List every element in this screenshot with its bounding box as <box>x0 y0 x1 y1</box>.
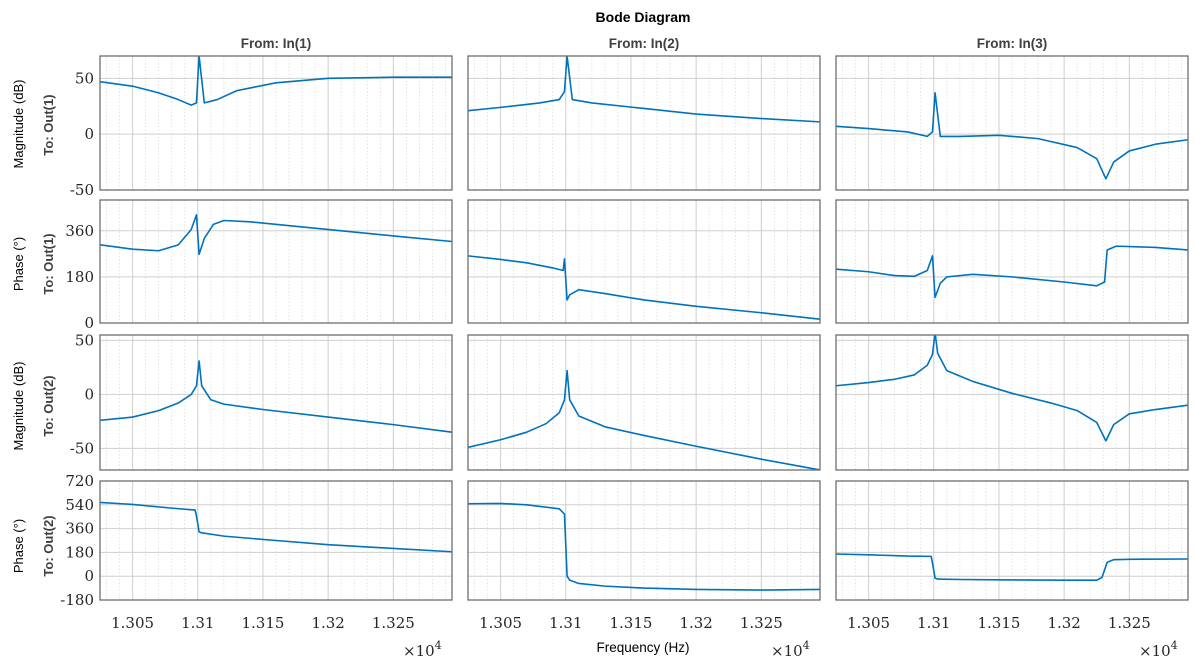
axes-frame <box>835 334 1189 471</box>
column-title-in2: From: In(2) <box>609 36 680 51</box>
x-tick-label: 1.31 <box>917 614 950 632</box>
series-line <box>468 502 820 591</box>
chart-title: Bode Diagram <box>596 9 691 25</box>
series-line <box>468 369 820 470</box>
x-tick-label: 1.31 <box>549 614 582 632</box>
y-tick-label: 360 <box>65 222 94 240</box>
subplot-r1-c0: 0 180 360 <box>65 199 453 332</box>
row2-quantity-label: Magnitude (dB) <box>11 362 26 451</box>
y-tick-label: 180 <box>65 543 94 561</box>
x-axis-label: Frequency (Hz) <box>596 640 689 655</box>
x-exponent-col1: ×104 <box>771 639 810 660</box>
y-tick-label: 0 <box>84 314 94 332</box>
series-line <box>836 553 1188 581</box>
y-tick-label: 0 <box>84 385 94 403</box>
subplot-r2-c2 <box>835 334 1189 471</box>
subplot-r3-c1: 1.305 1.31 1.315 1.32 1.325 <box>467 480 821 632</box>
subplot-r1-c2 <box>835 199 1189 324</box>
x-tick-label: 1.31 <box>181 614 214 632</box>
axes-frame <box>99 480 453 601</box>
x-tick-label: 1.305 <box>111 614 154 632</box>
subplot-r3-c0: -180 0 180 360 540 720 1.305 1.31 1.315 1.32 1.325 <box>60 472 453 632</box>
x-tick-label: 1.305 <box>847 614 890 632</box>
y-tick-label: 0 <box>84 125 94 143</box>
x-tick-label: 1.325 <box>1108 614 1151 632</box>
y-tick-label: 0 <box>84 567 94 585</box>
axes-frame <box>99 199 453 324</box>
row0-output-label: To: Out(1) <box>41 94 56 155</box>
y-tick-label: 50 <box>75 331 94 349</box>
x-tick-label: 1.315 <box>977 614 1020 632</box>
x-tick-label: 1.315 <box>241 614 284 632</box>
y-tick-label: -180 <box>60 591 94 609</box>
row3-output-label: To: Out(2) <box>41 515 56 576</box>
series-line <box>836 92 1188 180</box>
x-tick-label: 1.315 <box>609 614 652 632</box>
series-line <box>836 245 1188 299</box>
y-tick-label: 180 <box>65 268 94 286</box>
row3-quantity-label: Phase (°) <box>11 519 26 573</box>
series-line <box>100 214 452 256</box>
axes-frame <box>99 55 453 191</box>
x-tick-label: 1.32 <box>311 614 344 632</box>
x-tick-label: 1.32 <box>1047 614 1080 632</box>
series-line <box>468 56 820 123</box>
row1-quantity-label: Phase (°) <box>11 237 26 291</box>
series-line <box>100 56 452 106</box>
x-exponent-col2: ×104 <box>1139 639 1178 660</box>
series-line <box>100 501 452 553</box>
subplot-r1-c1 <box>467 199 821 324</box>
subplot-r0-c2 <box>835 55 1189 191</box>
series-line <box>100 360 452 433</box>
row2-output-label: To: Out(2) <box>41 375 56 436</box>
row1-output-label: To: Out(1) <box>41 233 56 294</box>
series-line <box>836 335 1188 442</box>
x-exponent-col0: ×104 <box>403 639 442 660</box>
axes-frame <box>467 199 821 324</box>
row0-quantity-label: Magnitude (dB) <box>11 80 26 169</box>
x-tick-label: 1.325 <box>740 614 783 632</box>
x-tick-label: 1.32 <box>679 614 712 632</box>
axes-frame <box>835 480 1189 601</box>
x-tick-label: 1.305 <box>479 614 522 632</box>
column-title-in3: From: In(3) <box>977 36 1048 51</box>
axes-frame <box>467 334 821 471</box>
y-tick-label: -50 <box>70 439 94 457</box>
subplot-r0-c0: -50 0 50 <box>70 55 453 199</box>
subplot-r2-c0: -50 0 50 <box>70 331 453 471</box>
y-tick-label: -50 <box>70 181 94 199</box>
column-title-in1: From: In(1) <box>241 36 312 51</box>
y-tick-label: 50 <box>75 69 94 87</box>
y-tick-label: 540 <box>65 496 94 514</box>
subplot-r3-c2: 1.305 1.31 1.315 1.32 1.325 <box>835 480 1189 632</box>
axes-frame <box>99 334 453 471</box>
axes-frame <box>467 55 821 191</box>
subplot-grid: -500500180360-50050-18001803605407201.30… <box>60 55 1189 632</box>
series-line <box>468 255 820 320</box>
subplot-r0-c1 <box>467 55 821 191</box>
y-tick-label: 720 <box>65 472 94 490</box>
axes-frame <box>835 55 1189 191</box>
axes-frame <box>835 199 1189 324</box>
axes-frame <box>467 480 821 601</box>
y-tick-label: 360 <box>65 520 94 538</box>
subplot-r2-c1 <box>467 334 821 471</box>
x-tick-label: 1.325 <box>372 614 415 632</box>
